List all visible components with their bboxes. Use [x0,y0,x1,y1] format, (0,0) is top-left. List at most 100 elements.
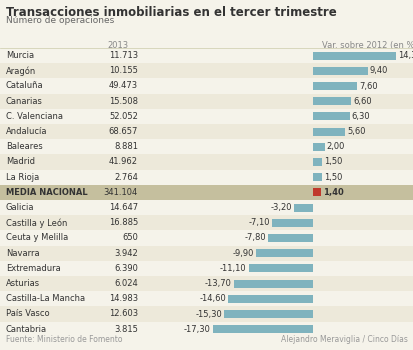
Bar [255,249,312,257]
Text: -13,70: -13,70 [204,279,231,288]
Text: Asturias: Asturias [6,279,40,288]
Text: Ceuta y Melilla: Ceuta y Melilla [6,233,68,243]
Bar [0,139,413,154]
Bar [294,204,312,211]
Bar [312,128,344,135]
Bar [0,124,413,139]
Text: 6,30: 6,30 [351,112,369,121]
Text: -7,10: -7,10 [248,218,269,227]
Text: Var. sobre 2012 (en %): Var. sobre 2012 (en %) [321,41,413,50]
Text: Número de operaciones: Número de operaciones [6,16,114,25]
Text: Alejandro Meraviglia / Cinco Días: Alejandro Meraviglia / Cinco Días [280,335,407,344]
Text: 6.390: 6.390 [114,264,138,273]
Bar [0,185,413,200]
Text: 68.657: 68.657 [108,127,138,136]
Text: Extremadura: Extremadura [6,264,61,273]
Bar [312,112,349,120]
Text: Madrid: Madrid [6,158,35,167]
Bar [312,173,321,181]
Text: 1,40: 1,40 [322,188,343,197]
Bar [212,325,312,333]
Text: Castilla y León: Castilla y León [6,218,67,228]
Text: 2.764: 2.764 [114,173,138,182]
Text: Transacciones inmobiliarias en el tercer trimestre: Transacciones inmobiliarias en el tercer… [6,6,336,19]
Bar [0,291,413,306]
Bar [224,310,312,318]
Text: -14,60: -14,60 [199,294,226,303]
Text: 1,50: 1,50 [323,158,341,167]
Text: 41.962: 41.962 [109,158,138,167]
Bar [0,230,413,246]
Text: 52.052: 52.052 [109,112,138,121]
Text: -3,20: -3,20 [270,203,292,212]
Bar [233,280,312,288]
Text: Murcia: Murcia [6,51,34,60]
Text: 6,60: 6,60 [352,97,371,106]
Text: 15.508: 15.508 [109,97,138,106]
Text: 16.885: 16.885 [109,218,138,227]
Bar [271,219,312,227]
Bar [0,170,413,185]
Bar [0,200,413,215]
Text: La Rioja: La Rioja [6,173,39,182]
Text: 1,50: 1,50 [323,173,341,182]
Text: -11,10: -11,10 [219,264,246,273]
Text: Baleares: Baleares [6,142,43,151]
Text: -7,80: -7,80 [244,233,265,243]
Text: Aragón: Aragón [6,66,36,76]
Text: 9,40: 9,40 [369,66,387,75]
Bar [0,78,413,93]
Text: 341.104: 341.104 [104,188,138,197]
Bar [312,188,320,196]
Text: 14.983: 14.983 [109,294,138,303]
Bar [312,82,356,90]
Bar [0,261,413,276]
Text: 3.942: 3.942 [114,249,138,258]
Bar [0,48,413,63]
Bar [0,109,413,124]
Bar [0,246,413,261]
Bar [312,143,324,151]
Text: 14,30: 14,30 [397,51,413,60]
Text: País Vasco: País Vasco [6,309,50,318]
Bar [0,154,413,170]
Text: 7,60: 7,60 [358,82,377,91]
Text: Andalucía: Andalucía [6,127,47,136]
Bar [228,295,312,303]
Bar [312,97,351,105]
Text: 2013: 2013 [107,41,128,50]
Text: 14.647: 14.647 [109,203,138,212]
Bar [0,306,413,322]
Text: 12.603: 12.603 [109,309,138,318]
Bar [312,52,395,60]
Bar [0,322,413,337]
Bar [0,215,413,230]
Text: -9,90: -9,90 [232,249,253,258]
Text: 49.473: 49.473 [109,82,138,91]
Text: Cataluña: Cataluña [6,82,43,91]
Text: C. Valenciana: C. Valenciana [6,112,63,121]
Text: MEDIA NACIONAL: MEDIA NACIONAL [6,188,88,197]
Text: Navarra: Navarra [6,249,40,258]
Text: 11.713: 11.713 [109,51,138,60]
Text: -17,30: -17,30 [183,325,210,334]
Text: Canarias: Canarias [6,97,43,106]
Bar [248,265,312,272]
Text: Castilla-La Mancha: Castilla-La Mancha [6,294,85,303]
Text: Cantabria: Cantabria [6,325,47,334]
Text: 2,00: 2,00 [326,142,344,151]
Text: 6.024: 6.024 [114,279,138,288]
Text: 650: 650 [122,233,138,243]
Text: Galicia: Galicia [6,203,34,212]
Bar [267,234,312,242]
Text: Fuente: Ministerio de Fomento: Fuente: Ministerio de Fomento [6,335,122,344]
Bar [0,276,413,291]
Text: -15,30: -15,30 [195,309,222,318]
Text: 10.155: 10.155 [109,66,138,75]
Bar [312,158,321,166]
Text: 3.815: 3.815 [114,325,138,334]
Text: 8.881: 8.881 [114,142,138,151]
Bar [312,67,367,75]
Bar [0,63,413,78]
Bar [0,93,413,109]
